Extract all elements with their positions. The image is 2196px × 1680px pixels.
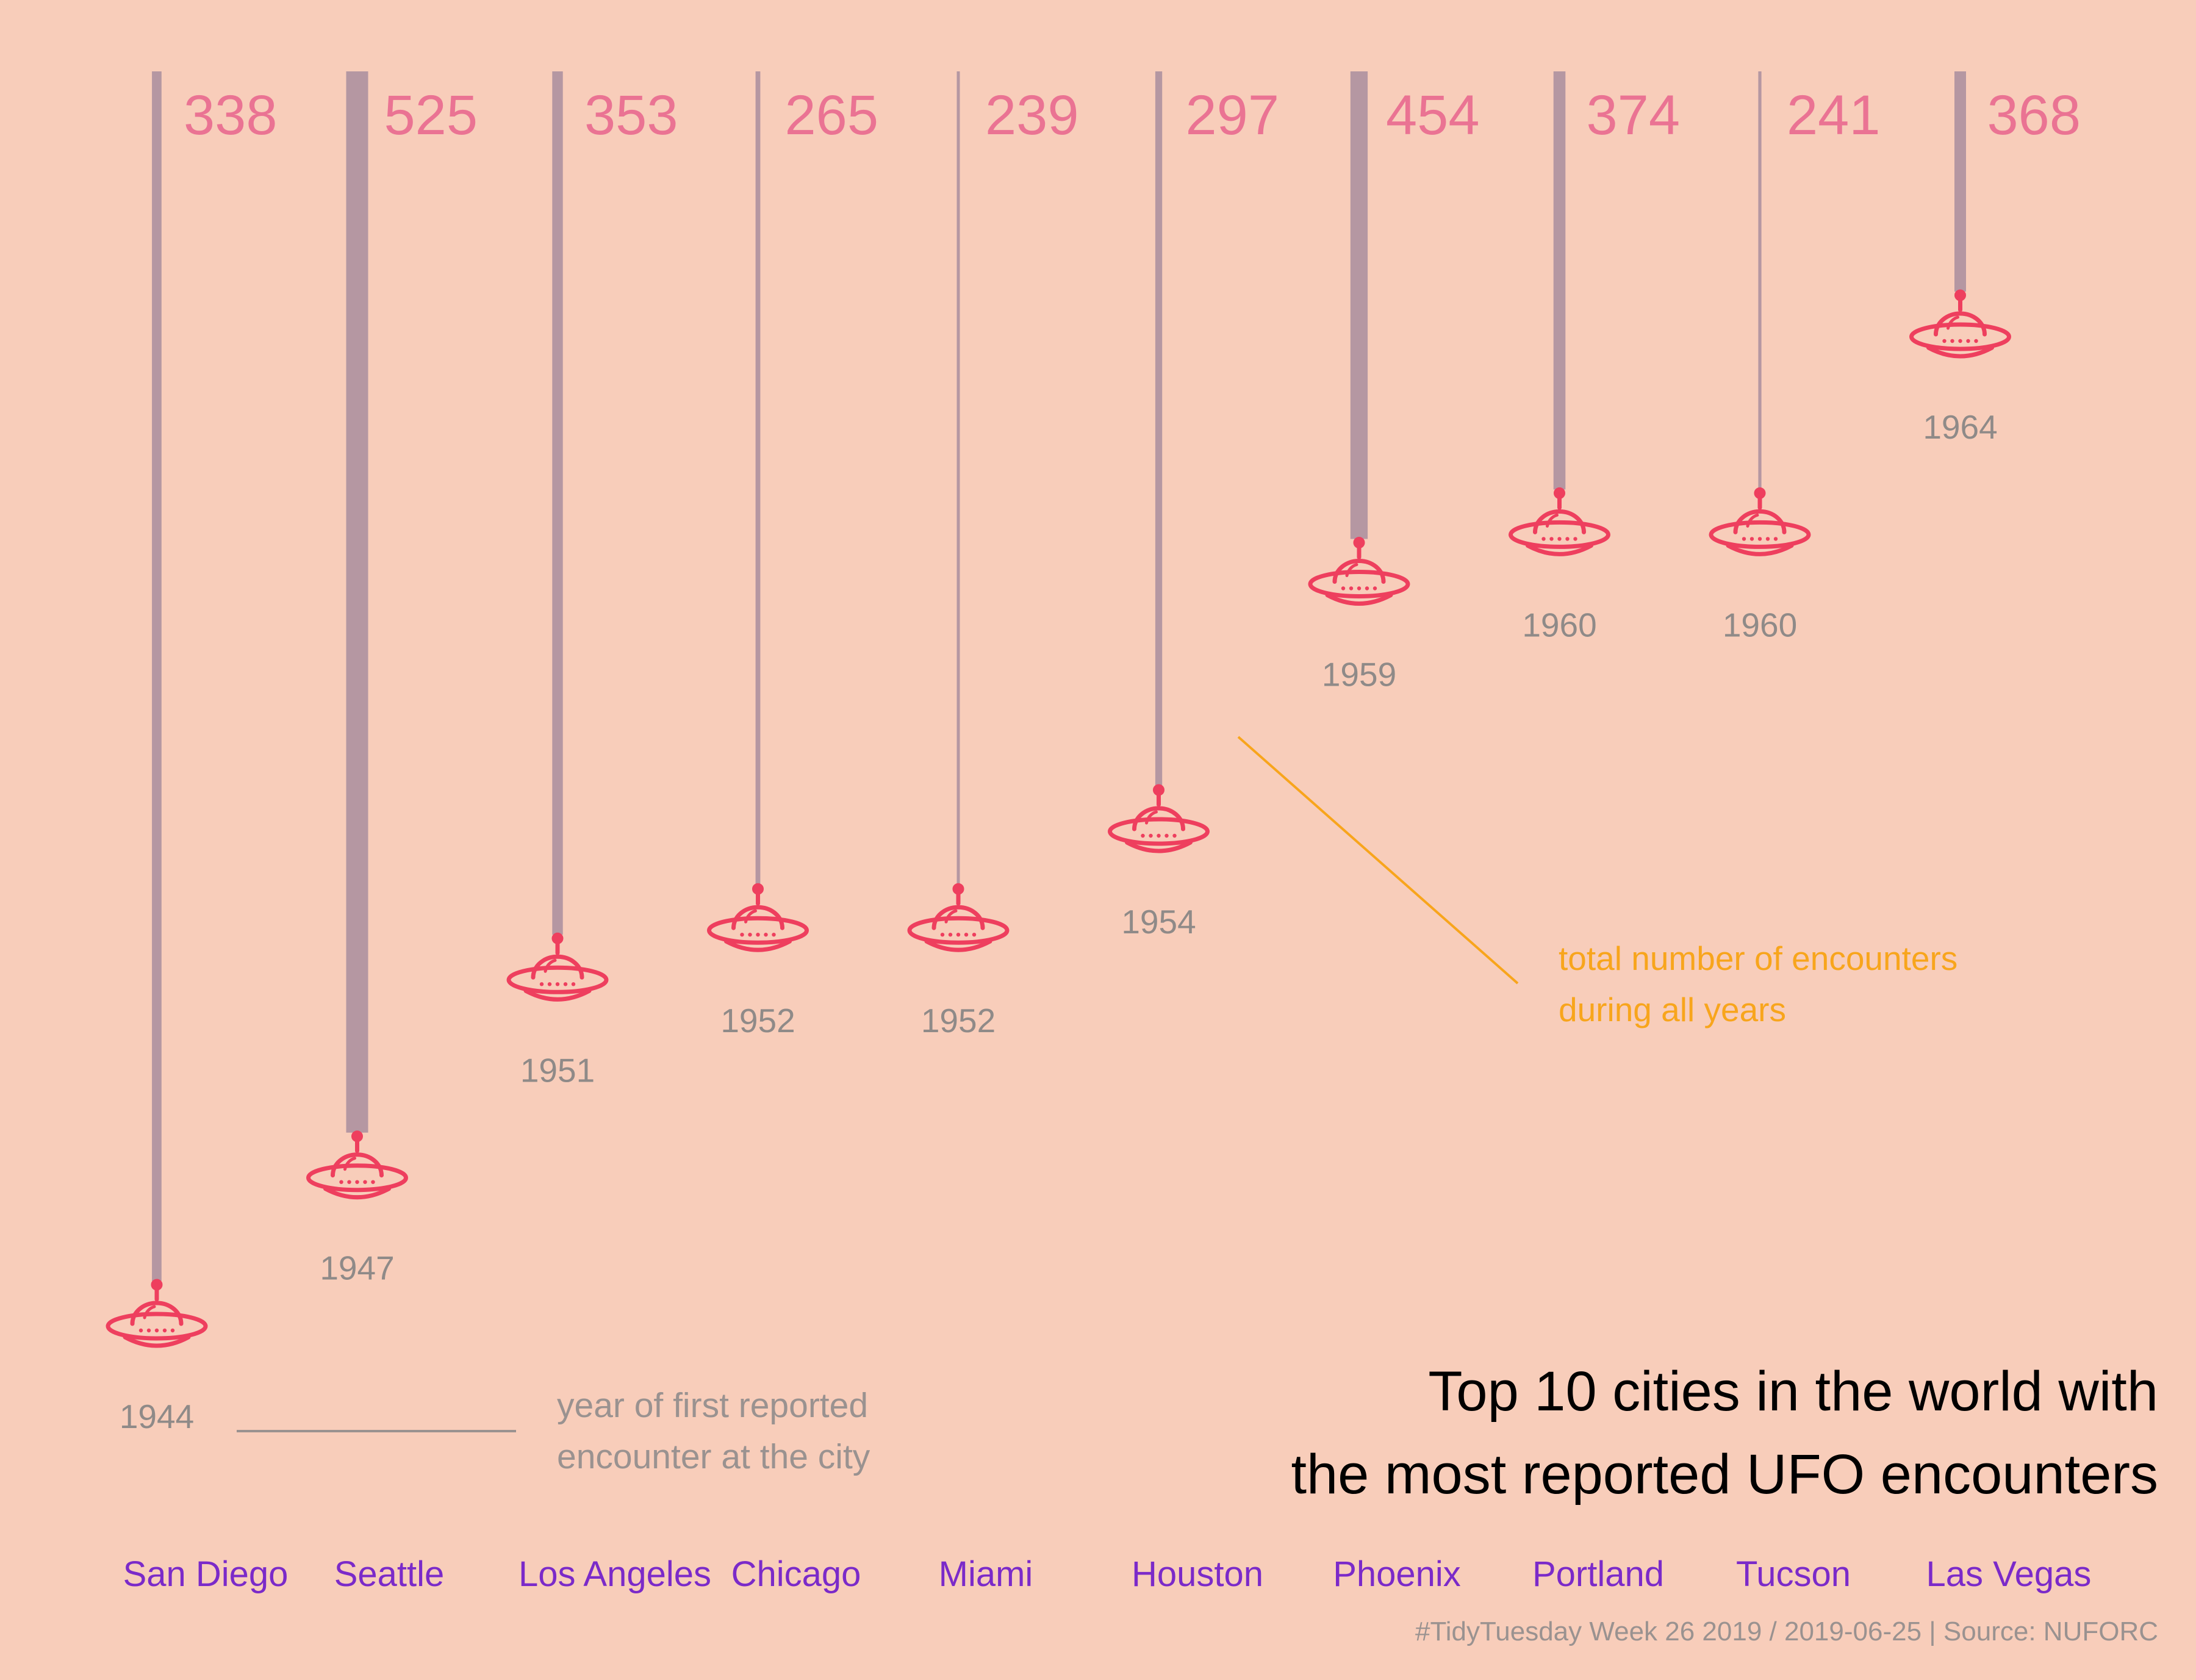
city-label: Portland bbox=[1532, 1554, 1664, 1594]
city-label: Miami bbox=[939, 1554, 1033, 1594]
city-label: Las Vegas bbox=[1926, 1554, 2092, 1594]
ufo-icon bbox=[907, 883, 1010, 952]
year-label: 1960 bbox=[1522, 606, 1596, 644]
year-label: 1947 bbox=[320, 1249, 394, 1287]
count-label: 368 bbox=[1987, 84, 2081, 146]
count-note-leader-line bbox=[1237, 736, 1519, 985]
count-label: 454 bbox=[1386, 84, 1480, 146]
year-label: 1959 bbox=[1322, 656, 1396, 694]
year-label: 1951 bbox=[520, 1051, 595, 1089]
city-labels-layer: San Diego Seattle Los Angeles Chicago Miami H… bbox=[123, 1554, 2092, 1594]
count-label: 525 bbox=[384, 84, 478, 146]
count-note-line-1: total number of encounters bbox=[1559, 939, 1957, 977]
year-label: 1952 bbox=[921, 1002, 996, 1039]
stem-bar bbox=[755, 71, 761, 886]
year-note-line-2: encounter at the city bbox=[557, 1437, 870, 1476]
year-label: 1954 bbox=[1121, 903, 1196, 941]
count-label: 241 bbox=[1787, 84, 1881, 146]
ufo-icon bbox=[306, 1130, 408, 1200]
stem-bar bbox=[346, 71, 368, 1133]
count-label: 239 bbox=[985, 84, 1079, 146]
city-label: Houston bbox=[1132, 1554, 1263, 1594]
ufo-icon bbox=[1308, 537, 1410, 606]
city-label: Tucson bbox=[1736, 1554, 1851, 1594]
count-label: 297 bbox=[1186, 84, 1280, 146]
ufo-icon bbox=[1108, 784, 1210, 853]
count-label: 353 bbox=[584, 84, 678, 146]
stem-bar bbox=[552, 71, 563, 935]
ufo-icon bbox=[1909, 289, 2011, 359]
city-label: Seattle bbox=[334, 1554, 445, 1594]
ufo-icons-layer bbox=[106, 289, 2011, 1348]
count-labels-layer: 338 525 353 265 239 297 454 374 241 368 bbox=[184, 84, 2081, 146]
stems-layer bbox=[152, 71, 1966, 1281]
count-label: 265 bbox=[785, 84, 879, 146]
year-label: 1960 bbox=[1723, 606, 1797, 644]
stem-bar bbox=[1758, 71, 1762, 490]
chart-title-line-1: Top 10 cities in the world with bbox=[1428, 1360, 2158, 1423]
city-label: Los Angeles bbox=[518, 1554, 711, 1594]
year-labels-layer: 1944 1947 1951 1952 1952 1954 1959 1960 1960 1964 bbox=[120, 408, 1998, 1435]
stem-bar bbox=[152, 71, 162, 1281]
stem-bar bbox=[1954, 71, 1966, 292]
year-label: 1964 bbox=[1923, 408, 1997, 446]
ufo-icon bbox=[506, 932, 609, 1002]
stem-bar bbox=[1350, 71, 1368, 539]
ufo-icon bbox=[707, 883, 809, 952]
stem-bar bbox=[1553, 71, 1566, 490]
year-note-line-1: year of first reported bbox=[557, 1386, 868, 1425]
chart-title-line-2: the most reported UFO encounters bbox=[1291, 1443, 2158, 1506]
city-label: San Diego bbox=[123, 1554, 289, 1594]
year-label: 1952 bbox=[720, 1002, 795, 1039]
ufo-icon bbox=[1509, 487, 1610, 556]
city-label: Phoenix bbox=[1333, 1554, 1461, 1594]
ufo-icon bbox=[1709, 487, 1811, 556]
stem-bar bbox=[956, 71, 960, 886]
count-label: 374 bbox=[1587, 84, 1681, 146]
count-label: 338 bbox=[184, 84, 278, 146]
source-caption: #TidyTuesday Week 26 2019 / 2019-06-25 |… bbox=[1415, 1617, 2158, 1646]
stem-bar bbox=[1155, 71, 1163, 786]
count-note-line-2: during all years bbox=[1559, 991, 1786, 1028]
ufo-icon bbox=[106, 1279, 208, 1348]
city-label: Chicago bbox=[731, 1554, 861, 1594]
year-label: 1944 bbox=[120, 1398, 194, 1435]
